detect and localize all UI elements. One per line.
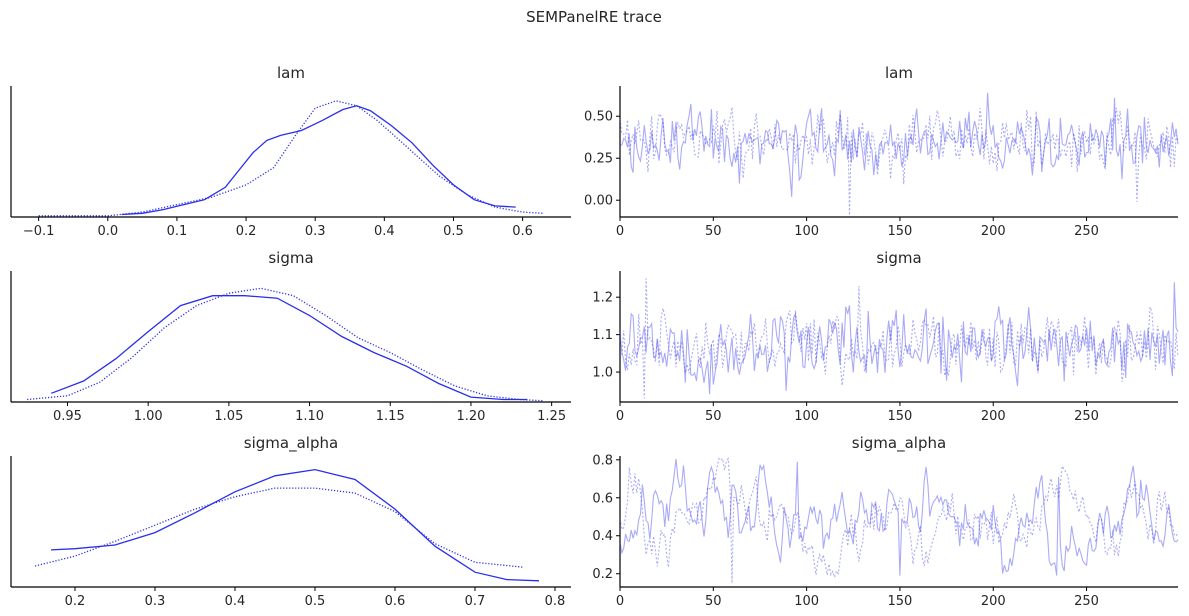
x-tick-label: 1.20 — [456, 409, 485, 424]
x-tick-label: 250 — [1074, 594, 1099, 609]
panel-trace-sigma-alpha: sigma_alpha 0 50 100 150 200 250 0.2 0.4 0.6 0.8 — [592, 434, 1179, 609]
x-tick-label: 1.15 — [376, 409, 405, 424]
y-tick-label: 1.2 — [592, 291, 613, 306]
x-tick-label: 0.3 — [145, 594, 166, 609]
x-tick-label: 0.1 — [167, 224, 188, 239]
x-tick-label: 1.05 — [214, 409, 243, 424]
panel-title: sigma_alpha — [244, 434, 338, 453]
panel-trace-lam: lam 0 50 100 150 200 250 0.00 0.25 0.50 — [584, 64, 1179, 239]
x-tick-label: 0.2 — [236, 224, 257, 239]
y-tick-label: 0.25 — [584, 152, 613, 167]
x-tick-label: −0.1 — [23, 224, 55, 239]
y-tick-label: 0.6 — [592, 491, 613, 506]
x-tick-label: 0 — [616, 409, 624, 424]
x-tick-label: 0.4 — [374, 224, 395, 239]
x-tick-label: 1.00 — [134, 409, 163, 424]
x-tick-label: 0.6 — [512, 224, 533, 239]
x-tick-label: 0.6 — [385, 594, 406, 609]
panel-title: lam — [277, 64, 305, 82]
trace-line-chain-1 — [619, 458, 1179, 576]
x-tick-label: 50 — [705, 224, 722, 239]
x-tick-label: 0.0 — [97, 224, 118, 239]
x-tick-label: 0.5 — [443, 224, 464, 239]
y-tick-label: 0.8 — [592, 453, 613, 468]
x-tick-label: 50 — [705, 409, 722, 424]
kde-line-chain-1 — [51, 295, 528, 401]
trace-line-chain-1 — [619, 282, 1179, 395]
x-tick-label: 100 — [794, 594, 819, 609]
x-tick-label: 250 — [1074, 224, 1099, 239]
panel-kde-lam: lam −0.1 0.0 0.1 0.2 0.3 0.4 0.5 0.6 — [10, 64, 571, 239]
panel-title: sigma — [876, 249, 921, 267]
y-tick-label: 1.0 — [592, 366, 613, 381]
panel-trace-sigma: sigma 0 50 100 150 200 250 1.0 1.1 1.2 — [592, 249, 1179, 424]
x-tick-label: 1.25 — [537, 409, 566, 424]
x-tick-label: 100 — [794, 409, 819, 424]
trace-line-chain-2 — [619, 107, 1179, 216]
x-tick-label: 150 — [888, 409, 913, 424]
x-tick-label: 0 — [616, 594, 624, 609]
kde-line-chain-2 — [27, 287, 544, 402]
x-tick-label: 0.7 — [465, 594, 486, 609]
x-tick-label: 0 — [616, 224, 624, 239]
trace-line-chain-2 — [619, 456, 1179, 584]
x-tick-label: 200 — [981, 409, 1006, 424]
x-tick-label: 150 — [888, 224, 913, 239]
y-tick-label: 0.2 — [592, 567, 613, 582]
trace-line-chain-1 — [619, 92, 1179, 197]
x-tick-label: 0.2 — [65, 594, 86, 609]
panel-kde-sigma-alpha: sigma_alpha 0.2 0.3 0.4 0.5 0.6 0.7 0.8 — [10, 434, 571, 609]
y-tick-label: 0.00 — [584, 194, 613, 209]
y-tick-label: 1.1 — [592, 328, 613, 343]
x-tick-label: 200 — [981, 224, 1006, 239]
figure-title: SEMPanelRE trace — [526, 8, 662, 26]
panel-title: sigma_alpha — [852, 434, 946, 453]
x-tick-label: 250 — [1074, 409, 1099, 424]
kde-line-chain-2 — [34, 487, 524, 568]
x-tick-label: 50 — [705, 594, 722, 609]
x-tick-label: 100 — [794, 224, 819, 239]
x-tick-label: 1.10 — [295, 409, 324, 424]
x-tick-label: 0.4 — [225, 594, 246, 609]
kde-line-chain-1 — [121, 105, 516, 216]
kde-line-chain-1 — [50, 468, 540, 582]
trace-line-chain-2 — [619, 278, 1179, 399]
x-tick-label: 0.8 — [545, 594, 566, 609]
x-tick-label: 0.3 — [305, 224, 326, 239]
x-tick-label: 200 — [981, 594, 1006, 609]
panel-title: lam — [885, 64, 913, 82]
kde-line-chain-2 — [38, 100, 544, 217]
panel-kde-sigma: sigma 0.95 1.00 1.05 1.10 1.15 1.20 1.25 — [10, 249, 571, 424]
x-tick-label: 150 — [888, 594, 913, 609]
y-tick-label: 0.50 — [584, 110, 613, 125]
y-tick-label: 0.4 — [592, 529, 613, 544]
x-tick-label: 0.95 — [53, 409, 82, 424]
x-tick-label: 0.5 — [305, 594, 326, 609]
panel-title: sigma — [268, 249, 313, 267]
